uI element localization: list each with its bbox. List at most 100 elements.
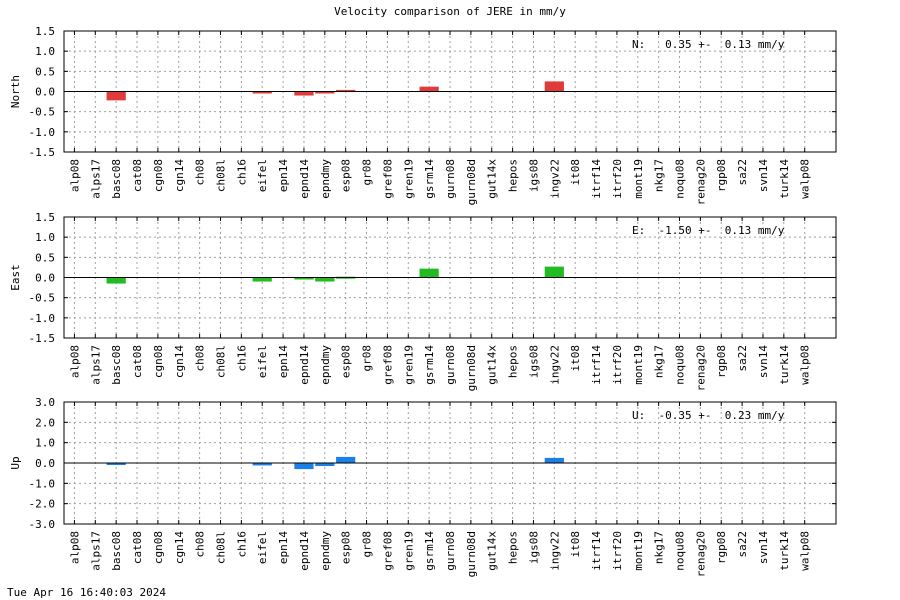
y-tick-label: -0.5 [29,106,56,119]
x-tick-label: nkg17 [653,345,666,378]
x-tick-label: gren19 [402,159,415,199]
x-tick-label: alp08 [68,345,81,378]
x-tick-label: cgn08 [152,345,165,378]
x-tick-label: ch08 [194,159,207,186]
y-tick-label: -1.5 [29,146,56,159]
x-tick-label: itrf14 [590,345,603,385]
x-tick-label: alps17 [89,531,102,571]
panel-east: 1.5 1.0 0.5 0.0 -0.5 -1.0 -1.5 alp08 alps17 basc0… [9,211,837,391]
x-tick-label: ch08l [214,531,227,564]
x-tick-label: igs08 [527,345,540,378]
x-tick-label: ingv22 [548,345,561,385]
x-tick-label: walp08 [799,159,812,199]
x-tick-label: sa22 [736,345,749,372]
x-tick-label: hepos [507,159,520,192]
bar-esp08 [336,89,356,92]
x-tick-label: ch16 [235,531,248,558]
x-tick-label: cgn14 [173,531,186,564]
x-tick-label: rgp08 [715,159,728,192]
x-tick-label: rgp08 [715,345,728,378]
bar-eifel [252,463,272,466]
x-tick-label: esp08 [340,159,353,192]
timestamp: Tue Apr 16 16:40:03 2024 [7,586,166,599]
x-tick-label: cat08 [131,531,144,564]
y-tick-label: 1.5 [35,25,55,38]
x-tick-label: ch16 [235,159,248,186]
y-tick-label: 0.5 [35,65,55,78]
y-tick-label: -2.0 [29,498,56,511]
y-axis-label: East [9,264,22,291]
x-tick-label: gsrm14 [423,345,436,385]
x-tick-label: ch08l [214,159,227,192]
y-tick-label: 3.0 [35,396,55,409]
x-tick-label: cgn08 [152,531,165,564]
y-tick-label: -1.0 [29,312,56,325]
x-tick-label: alps17 [89,159,102,199]
x-tick-label: cgn08 [152,159,165,192]
x-tick-label: ch08 [194,345,207,372]
bar-eifel [252,277,272,282]
bar-eifel [252,91,272,94]
x-tick-label: epn14 [277,159,290,192]
x-tick-label: gref08 [381,531,394,571]
y-tick-label: 0.0 [35,86,55,99]
x-tick-label: svn14 [757,159,770,192]
bar-epnd14 [294,463,314,470]
x-tick-label: gurn08 [444,531,457,571]
x-tick-label: gr08 [361,159,374,186]
bar-ingv22 [544,457,564,463]
x-tick-label: gref08 [381,345,394,385]
x-tick-label: cat08 [131,159,144,192]
y-tick-label: -0.5 [29,292,56,305]
x-tick-label: noqu08 [674,531,687,571]
bar-epndmy [315,463,335,467]
bar-epnd14 [294,277,314,280]
bar-gsrm14 [419,268,439,278]
bar-basc08 [106,91,126,101]
x-tick-label: it08 [569,159,582,186]
y-axis-label: North [9,75,22,108]
y-tick-label: 1.0 [35,437,55,450]
y-tick-label: 0.0 [35,272,55,285]
bar-epndmy [315,91,335,94]
x-tick-label: noqu08 [674,345,687,385]
y-tick-label: -1.5 [29,332,56,345]
x-tick-label: rgp08 [715,531,728,564]
x-tick-label: renag20 [694,531,707,577]
bar-ingv22 [544,266,564,278]
x-tick-label: epndmy [319,159,332,199]
x-tick-label: nkg17 [653,531,666,564]
x-tick-label: gurn08d [465,345,478,391]
x-tick-label: cat08 [131,345,144,378]
y-tick-label: 1.0 [35,231,55,244]
x-tick-label: ch16 [235,345,248,372]
bar-gsrm14 [419,86,439,92]
stat-annotation: U: -0.35 +- 0.23 mm/y [632,409,785,422]
panel-up: 3.0 2.0 1.0 0.0 -1.0 -2.0 -3.0 alp08 alps17 basc0… [9,396,837,577]
x-tick-label: gut14x [486,159,499,199]
x-tick-label: gut14x [486,531,499,571]
x-tick-label: cgn14 [173,345,186,378]
panel-north: 1.5 1.0 0.5 0.0 -0.5 -1.0 -1.5 alp08 alps17 basc0… [9,25,837,205]
x-tick-label: itrf20 [611,345,624,385]
x-tick-label: basc08 [110,531,123,571]
y-tick-label: -1.0 [29,477,56,490]
plot-frame [63,30,837,153]
x-tick-label: mont19 [632,159,645,199]
x-tick-label: alps17 [89,345,102,385]
stat-annotation: E: -1.50 +- 0.13 mm/y [632,224,785,237]
plot-frame [63,216,837,339]
y-tick-label: 1.5 [35,211,55,224]
bar-epnd14 [294,91,314,96]
x-tick-label: gref08 [381,159,394,199]
x-tick-label: igs08 [527,159,540,192]
x-tick-label: nkg17 [653,159,666,192]
bar-ingv22 [544,81,564,92]
x-tick-label: gren19 [402,531,415,571]
stat-annotation: N: 0.35 +- 0.13 mm/y [632,38,785,51]
x-tick-label: itrf14 [590,531,603,571]
x-tick-label: noqu08 [674,159,687,199]
x-tick-label: epnd14 [298,159,311,199]
x-tick-label: epnd14 [298,531,311,571]
x-tick-label: gr08 [361,531,374,558]
